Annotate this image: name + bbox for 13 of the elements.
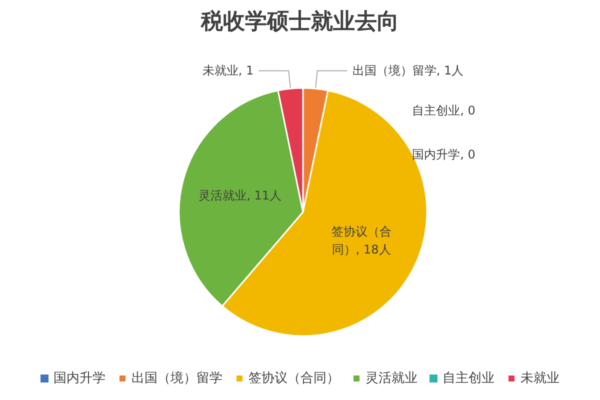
legend-label: 出国（境）留学 [132, 370, 222, 386]
data-label: 出国（境）留学, 1人 [352, 64, 464, 78]
legend-label: 未就业 [520, 371, 560, 386]
chart-title: 税收学硕士就业去向 [200, 10, 399, 34]
legend-label: 国内升学 [54, 371, 106, 386]
legend-label: 签协议（合同） [248, 371, 340, 386]
data-label: 灵活就业, 11人 [198, 188, 282, 203]
data-label: 未就业, 1 [202, 64, 254, 78]
legend-label: 自主创业 [442, 370, 494, 386]
data-label: 签协议（合同）, 18人 [331, 224, 392, 257]
legend-label: 灵活就业 [366, 371, 418, 386]
text: 国内升学, 0 [412, 147, 476, 162]
text: 自主创业, 0 [412, 103, 476, 118]
